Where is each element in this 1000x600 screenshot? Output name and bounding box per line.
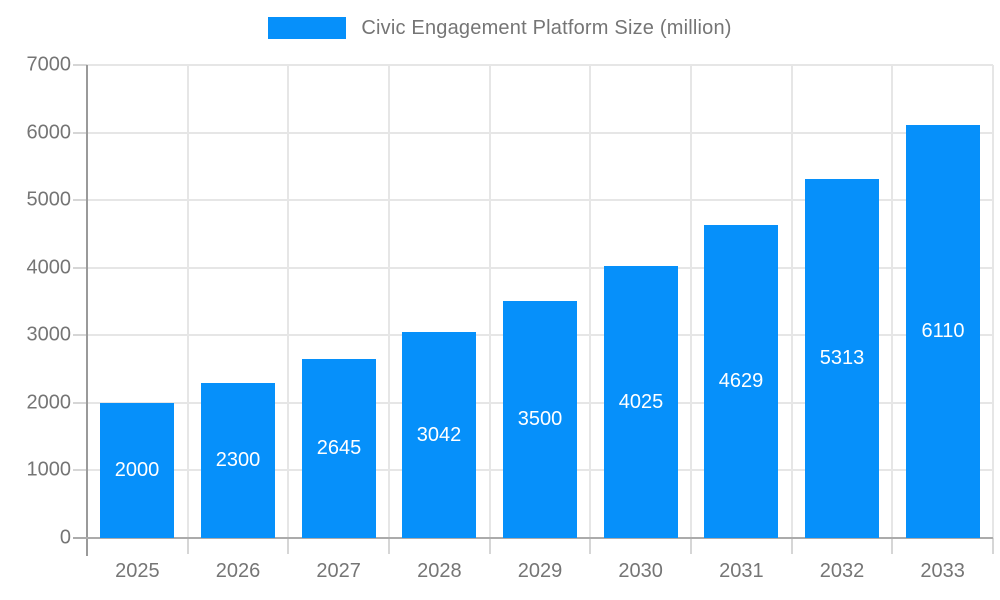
gridline-horizontal [87, 199, 993, 202]
x-axis-label: 2031 [719, 560, 764, 582]
legend: Civic Engagement Platform Size (million) [0, 0, 1000, 56]
y-axis-label: 7000 [26, 53, 72, 76]
gridline-vertical [992, 65, 994, 538]
gridline-horizontal [87, 131, 993, 134]
bar-2032[interactable]: 5313 [805, 179, 879, 538]
y-axis-tick [73, 334, 87, 337]
gridline-vertical [287, 65, 290, 538]
x-axis-label: 2033 [920, 560, 965, 582]
gridline-horizontal [87, 266, 993, 269]
gridline-horizontal [87, 64, 993, 66]
bar-value-label: 5313 [819, 347, 865, 369]
y-axis-tick [73, 266, 87, 269]
y-axis-label: 4000 [26, 256, 72, 279]
bar-2026[interactable]: 2300 [201, 383, 275, 538]
x-axis-tick [790, 538, 793, 554]
y-axis-tick [73, 131, 87, 134]
y-axis-label: 3000 [26, 323, 72, 346]
legend-swatch [268, 17, 347, 39]
y-axis-label: 5000 [26, 188, 72, 211]
bar-2030[interactable]: 4025 [604, 266, 678, 538]
gridline-vertical [186, 65, 189, 538]
bar-value-label: 4629 [718, 370, 764, 392]
x-axis-label: 2029 [517, 560, 563, 582]
x-axis-label: 2032 [819, 560, 865, 582]
y-axis-label: 6000 [26, 121, 72, 144]
bar-value-label: 6110 [921, 320, 965, 342]
y-axis-tick [73, 64, 87, 66]
x-axis-label: 2030 [618, 560, 663, 582]
y-axis-tick [73, 199, 87, 202]
bar-value-label: 3042 [416, 423, 462, 446]
x-axis-label: 2027 [316, 560, 361, 582]
gridline-vertical [891, 65, 894, 538]
gridline-vertical [790, 65, 793, 538]
x-axis-label: 2026 [215, 560, 261, 582]
legend-label: Civic Engagement Platform Size (million) [361, 16, 732, 39]
x-axis-tick [891, 538, 894, 554]
x-axis-tick [488, 538, 491, 554]
x-axis-tick [690, 538, 692, 554]
x-axis-tick [287, 538, 290, 554]
bar-2029[interactable]: 3500 [503, 301, 577, 538]
x-axis-label: 2025 [115, 560, 160, 582]
bar-value-label: 2000 [114, 459, 160, 481]
gridline-vertical [589, 65, 592, 538]
bar-value-label: 4025 [618, 390, 664, 413]
x-axis-tick [992, 538, 994, 554]
y-axis-label: 2000 [26, 391, 72, 414]
gridline-vertical [388, 65, 390, 538]
y-axis-tick [73, 401, 87, 404]
y-axis-label: 0 [59, 526, 71, 549]
x-axis-label: 2028 [417, 560, 462, 582]
legend-item[interactable]: Civic Engagement Platform Size (million) [268, 17, 731, 40]
x-axis-tick [388, 538, 390, 554]
bar-value-label: 3500 [517, 408, 563, 430]
gridline-vertical [690, 65, 692, 538]
y-axis-label: 1000 [26, 458, 72, 481]
bar-2033[interactable]: 6110 [906, 125, 980, 538]
x-axis-tick [589, 538, 592, 554]
x-axis-tick [186, 538, 189, 554]
bar-value-label: 2645 [316, 437, 362, 459]
y-axis-tick [73, 469, 87, 472]
y-axis-line [86, 65, 88, 556]
bar-2028[interactable]: 3042 [402, 332, 476, 538]
bar-2027[interactable]: 2645 [302, 359, 376, 538]
gridline-vertical [488, 65, 491, 538]
bar-2031[interactable]: 4629 [704, 225, 778, 538]
bar-2025[interactable]: 2000 [100, 403, 174, 538]
x-axis-line [73, 537, 993, 539]
bar-value-label: 2300 [215, 449, 261, 471]
